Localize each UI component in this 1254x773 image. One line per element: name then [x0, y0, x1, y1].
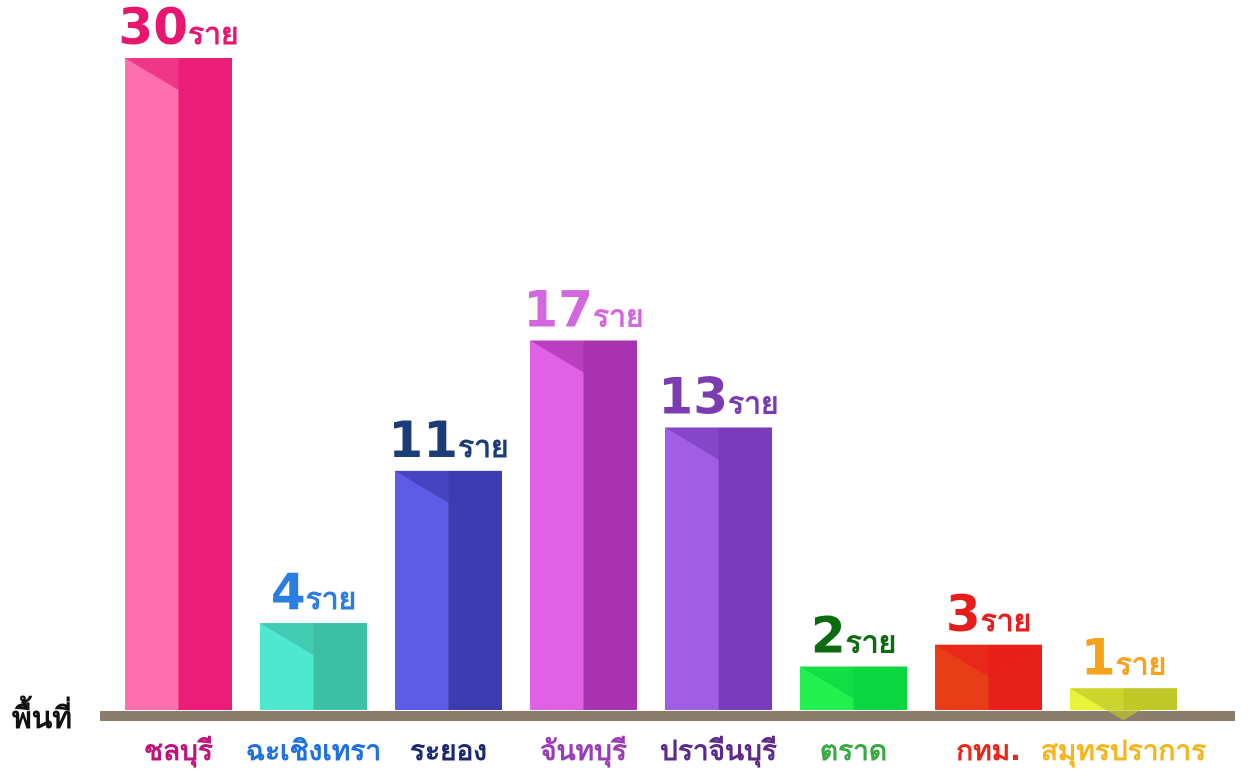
value-label: 17ราย [523, 281, 643, 339]
bar [530, 341, 637, 710]
bar [125, 58, 232, 710]
bar-face-right [449, 471, 503, 710]
x-tick-label: สมุทรปราการ [1041, 734, 1206, 768]
value-label: 13ราย [658, 367, 778, 425]
bar [395, 471, 502, 710]
value-label: 30ราย [118, 0, 238, 56]
x-axis [100, 711, 1235, 721]
value-label: 4ราย [271, 563, 356, 621]
bar [800, 667, 907, 710]
bar-face-left [665, 427, 719, 710]
value-label: 2ราย [811, 607, 896, 665]
x-tick-label: กทม. [956, 734, 1021, 767]
x-tick-label: ระยอง [410, 734, 487, 767]
bar [260, 623, 367, 710]
x-tick-label: ตราด [820, 734, 887, 767]
bar-face-left [125, 58, 179, 710]
value-label: 1ราย [1081, 628, 1166, 686]
x-tick-label: จันทบุรี [540, 734, 627, 768]
bar-face-right [719, 427, 773, 710]
value-label: 3ราย [946, 585, 1031, 643]
value-label: 11ราย [388, 411, 508, 469]
chart: พื้นที่ 30รายชลบุรี 4รายฉะเชิงเทรา 11รายระ… [0, 0, 1254, 773]
bar-face-left [395, 471, 449, 710]
x-tick-label: ฉะเชิงเทรา [246, 734, 381, 767]
bar [935, 645, 1042, 710]
x-tick-label: ปราจีนบุรี [660, 734, 777, 768]
bar [665, 427, 772, 710]
bar-face-right [584, 341, 638, 710]
x-tick-label: ชลบุรี [144, 734, 213, 768]
x-axis-label: พื้นที่ [12, 695, 72, 736]
bar-face-right [179, 58, 233, 710]
bar-face-left [530, 341, 584, 710]
